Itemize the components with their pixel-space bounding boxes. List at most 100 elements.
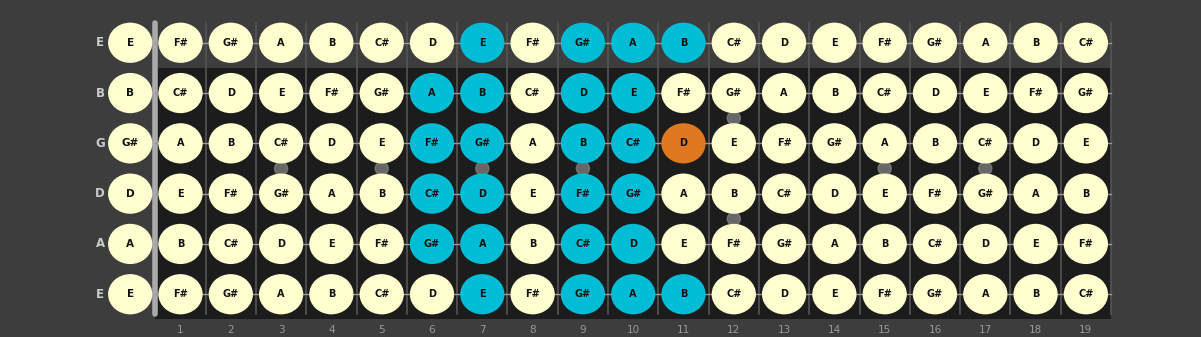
- Ellipse shape: [862, 274, 907, 314]
- Text: A: A: [629, 289, 637, 299]
- Ellipse shape: [761, 73, 806, 113]
- Ellipse shape: [460, 123, 504, 163]
- Text: B: B: [227, 139, 234, 148]
- Ellipse shape: [410, 123, 454, 163]
- Text: 4: 4: [328, 326, 335, 335]
- Ellipse shape: [963, 174, 1008, 214]
- Text: G#: G#: [826, 139, 842, 148]
- Text: A: A: [831, 239, 838, 249]
- Ellipse shape: [862, 123, 907, 163]
- Ellipse shape: [108, 23, 153, 63]
- Text: C#: C#: [727, 289, 741, 299]
- Text: A: A: [680, 189, 687, 198]
- Ellipse shape: [712, 274, 755, 314]
- Text: D: D: [931, 88, 939, 98]
- Ellipse shape: [712, 123, 755, 163]
- Ellipse shape: [561, 23, 605, 63]
- Text: B: B: [730, 189, 737, 198]
- Text: D: D: [478, 189, 486, 198]
- Text: G#: G#: [374, 88, 390, 98]
- Text: F#: F#: [877, 38, 892, 48]
- Text: E: E: [96, 288, 104, 301]
- Ellipse shape: [310, 73, 353, 113]
- Text: E: E: [530, 189, 536, 198]
- Text: A: A: [629, 38, 637, 48]
- Text: C#: C#: [374, 289, 389, 299]
- Text: F#: F#: [575, 189, 590, 198]
- Ellipse shape: [510, 224, 555, 264]
- Ellipse shape: [963, 123, 1008, 163]
- Ellipse shape: [108, 174, 153, 214]
- Text: F#: F#: [375, 239, 389, 249]
- Text: D: D: [328, 139, 335, 148]
- Text: 16: 16: [928, 326, 942, 335]
- Ellipse shape: [712, 73, 755, 113]
- Text: C#: C#: [927, 239, 943, 249]
- Text: G#: G#: [776, 239, 793, 249]
- Text: 17: 17: [979, 326, 992, 335]
- Ellipse shape: [209, 23, 253, 63]
- Text: C#: C#: [727, 38, 741, 48]
- Text: B: B: [126, 88, 135, 98]
- Ellipse shape: [862, 23, 907, 63]
- Text: 19: 19: [1080, 326, 1093, 335]
- Text: E: E: [178, 189, 184, 198]
- Ellipse shape: [410, 23, 454, 63]
- Ellipse shape: [913, 23, 957, 63]
- Ellipse shape: [310, 224, 353, 264]
- Text: A: A: [981, 289, 990, 299]
- Text: C#: C#: [575, 239, 591, 249]
- Ellipse shape: [159, 23, 203, 63]
- Ellipse shape: [963, 274, 1008, 314]
- Text: D: D: [781, 289, 788, 299]
- Text: D: D: [981, 239, 990, 249]
- Text: F#: F#: [525, 289, 540, 299]
- Text: A: A: [277, 289, 285, 299]
- Ellipse shape: [460, 174, 504, 214]
- Ellipse shape: [1014, 224, 1058, 264]
- Ellipse shape: [359, 174, 404, 214]
- Ellipse shape: [259, 23, 303, 63]
- Text: F#: F#: [727, 239, 741, 249]
- Text: 12: 12: [727, 326, 740, 335]
- Bar: [155, 68, 1111, 319]
- Text: A: A: [429, 88, 436, 98]
- Text: 13: 13: [777, 326, 790, 335]
- Circle shape: [275, 162, 288, 175]
- Text: A: A: [981, 38, 990, 48]
- Text: F#: F#: [927, 189, 943, 198]
- Ellipse shape: [159, 174, 203, 214]
- Text: 18: 18: [1029, 326, 1042, 335]
- Text: A: A: [126, 239, 135, 249]
- Text: E: E: [479, 289, 485, 299]
- Text: A: A: [528, 139, 537, 148]
- Ellipse shape: [662, 23, 706, 63]
- Ellipse shape: [1014, 123, 1058, 163]
- Ellipse shape: [159, 224, 203, 264]
- Ellipse shape: [209, 123, 253, 163]
- Ellipse shape: [812, 224, 856, 264]
- Ellipse shape: [209, 73, 253, 113]
- Ellipse shape: [561, 123, 605, 163]
- Text: E: E: [831, 38, 838, 48]
- Text: G#: G#: [273, 189, 289, 198]
- Text: D: D: [227, 88, 235, 98]
- Ellipse shape: [761, 274, 806, 314]
- Ellipse shape: [410, 224, 454, 264]
- Ellipse shape: [561, 73, 605, 113]
- Circle shape: [728, 212, 740, 225]
- Ellipse shape: [108, 73, 153, 113]
- Ellipse shape: [108, 123, 153, 163]
- Ellipse shape: [410, 174, 454, 214]
- Text: E: E: [1082, 139, 1089, 148]
- Text: B: B: [882, 239, 889, 249]
- Text: D: D: [680, 139, 687, 148]
- Text: B: B: [831, 88, 838, 98]
- Ellipse shape: [611, 123, 656, 163]
- Ellipse shape: [662, 274, 706, 314]
- Ellipse shape: [862, 73, 907, 113]
- Ellipse shape: [108, 224, 153, 264]
- Ellipse shape: [761, 174, 806, 214]
- Ellipse shape: [510, 23, 555, 63]
- Text: D: D: [277, 239, 285, 249]
